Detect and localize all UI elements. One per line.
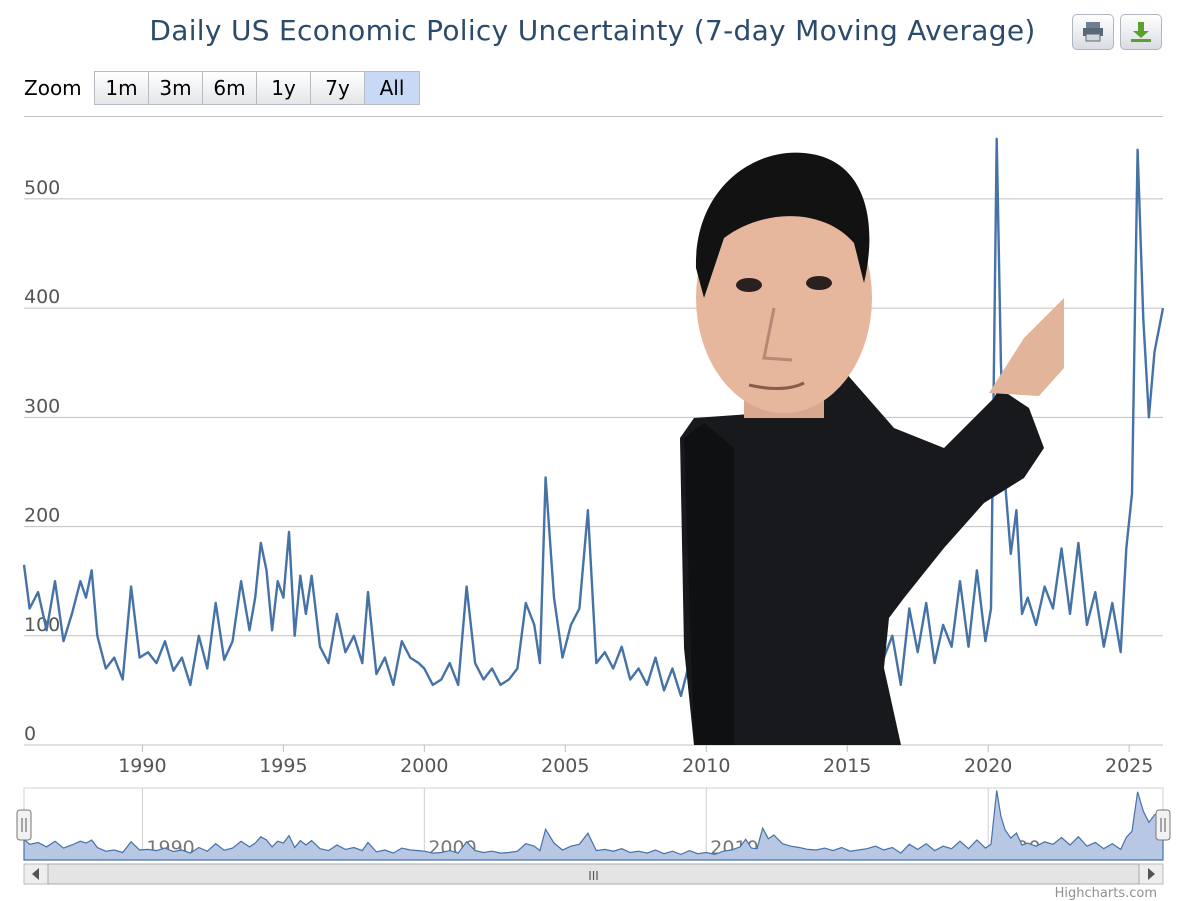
zoom-7y-button[interactable]: 7y xyxy=(311,72,365,104)
scrollbar-grip: III xyxy=(588,869,599,883)
credits-text[interactable]: Highcharts.com xyxy=(1054,886,1157,901)
x-tick-label: 2015 xyxy=(823,755,871,777)
x-tick-label: 2010 xyxy=(682,755,730,777)
y-tick-label: 300 xyxy=(24,395,60,417)
x-tick-label: 1995 xyxy=(259,755,307,777)
zoom-label: Zoom xyxy=(24,76,82,100)
y-tick-label: 0 xyxy=(24,723,36,745)
x-tick-label: 2025 xyxy=(1105,755,1153,777)
download-icon xyxy=(1131,22,1151,42)
navigator-right-handle[interactable] xyxy=(1155,809,1171,841)
x-tick-label: 2020 xyxy=(964,755,1012,777)
navigator-scrollbar[interactable] xyxy=(23,863,1164,885)
x-tick-label: 2005 xyxy=(541,755,589,777)
navigator-series-area xyxy=(23,790,1164,861)
scroll-left-arrow-icon[interactable] xyxy=(32,868,39,880)
person-pointing-photo xyxy=(680,152,1064,745)
zoom-1m-button[interactable]: 1m xyxy=(95,72,149,104)
zoom-1y-button[interactable]: 1y xyxy=(257,72,311,104)
y-tick-label: 500 xyxy=(24,177,60,199)
chart-title: Daily US Economic Policy Uncertainty (7-… xyxy=(149,14,1036,47)
zoom-6m-button[interactable]: 6m xyxy=(203,72,257,104)
y-tick-label: 100 xyxy=(24,614,60,636)
zoom-range-selector: 1m 3m 6m 1y 7y All xyxy=(94,71,420,105)
navigator-left-handle[interactable] xyxy=(16,809,32,841)
scroll-right-arrow-icon[interactable] xyxy=(1148,868,1155,880)
download-button[interactable] xyxy=(1120,14,1162,50)
zoom-all-button[interactable]: All xyxy=(365,72,419,104)
x-tick-label: 2000 xyxy=(400,755,448,777)
plot-top-border xyxy=(24,116,1163,117)
y-tick-label: 400 xyxy=(24,286,60,308)
printer-icon xyxy=(1083,22,1103,42)
print-button[interactable] xyxy=(1072,14,1114,50)
x-tick-label: 1990 xyxy=(118,755,166,777)
zoom-3m-button[interactable]: 3m xyxy=(149,72,203,104)
y-tick-label: 200 xyxy=(24,505,60,527)
